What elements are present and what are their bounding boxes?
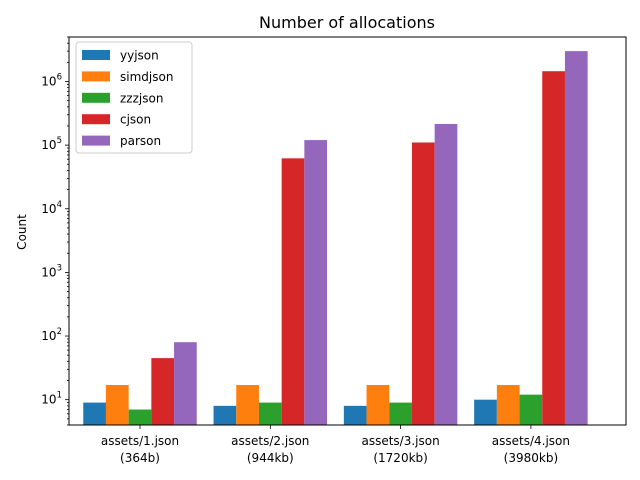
x-axis-ticks: assets/1.json (364b) assets/2.json (944kb) a… [101,425,570,465]
x-tick-label: assets/3.json [361,434,439,448]
bar-yyjson-3 [343,405,367,425]
x-tick-sublabel: (1720kb) [373,451,427,465]
bar-simdjson-3 [366,385,390,425]
y-axis-label: Count [15,214,29,250]
bars-group [83,51,588,426]
x-tick-label: assets/4.json [492,434,570,448]
bar-zzzjson-3 [389,402,412,425]
legend-label-cjson: cjson [120,113,151,127]
bar-cjson-3 [411,142,435,426]
bar-yyjson-1 [83,402,106,425]
legend-label-yyjson: yyjson [120,49,159,63]
bar-cjson-1 [151,358,175,425]
bar-parson-3 [434,123,458,426]
y-tick-label: 106 [41,72,62,88]
legend-label-simdjson: simdjson [120,70,173,84]
bar-parson-1 [174,342,197,425]
legend-swatch-simdjson [82,71,110,82]
legend-swatch-parson [82,135,110,146]
y-tick-label: 104 [41,200,62,216]
bar-yyjson-4 [474,399,497,425]
bar-cjson-4 [542,71,565,426]
legend-swatch-yyjson [82,50,110,60]
x-tick-label: assets/1.json [101,434,179,448]
y-axis-ticks: 101 102 103 104 105 106 [41,36,69,426]
chart-title: Number of allocations [259,13,435,32]
bar-simdjson-1 [105,385,129,425]
legend-swatch-zzzjson [82,92,110,103]
legend: yyjson simdjson zzzjson cjson parson [75,41,193,154]
y-tick-label: 105 [41,136,62,152]
legend-box [75,41,193,154]
x-tick-sublabel: (364b) [120,451,160,465]
bar-zzzjson-1 [128,409,152,425]
y-tick-label: 101 [41,391,62,407]
plot-frame [68,36,627,426]
x-tick-sublabel: (944kb) [247,451,294,465]
x-tick-label: assets/2.json [231,434,309,448]
bar-zzzjson-4 [519,394,543,425]
bar-simdjson-2 [236,385,259,425]
legend-label-parson: parson [120,134,161,148]
bar-cjson-2 [281,158,305,425]
y-tick-label: 103 [41,263,62,279]
x-tick-sublabel: (3980kb) [504,451,558,465]
bar-parson-2 [304,140,328,425]
bar-yyjson-2 [213,405,237,425]
legend-swatch-cjson [82,114,110,125]
legend-label-zzzjson: zzzjson [120,91,163,105]
bar-zzzjson-2 [258,402,282,425]
bar-simdjson-4 [496,385,520,425]
y-tick-label: 102 [41,327,62,343]
bar-parson-4 [564,51,588,426]
